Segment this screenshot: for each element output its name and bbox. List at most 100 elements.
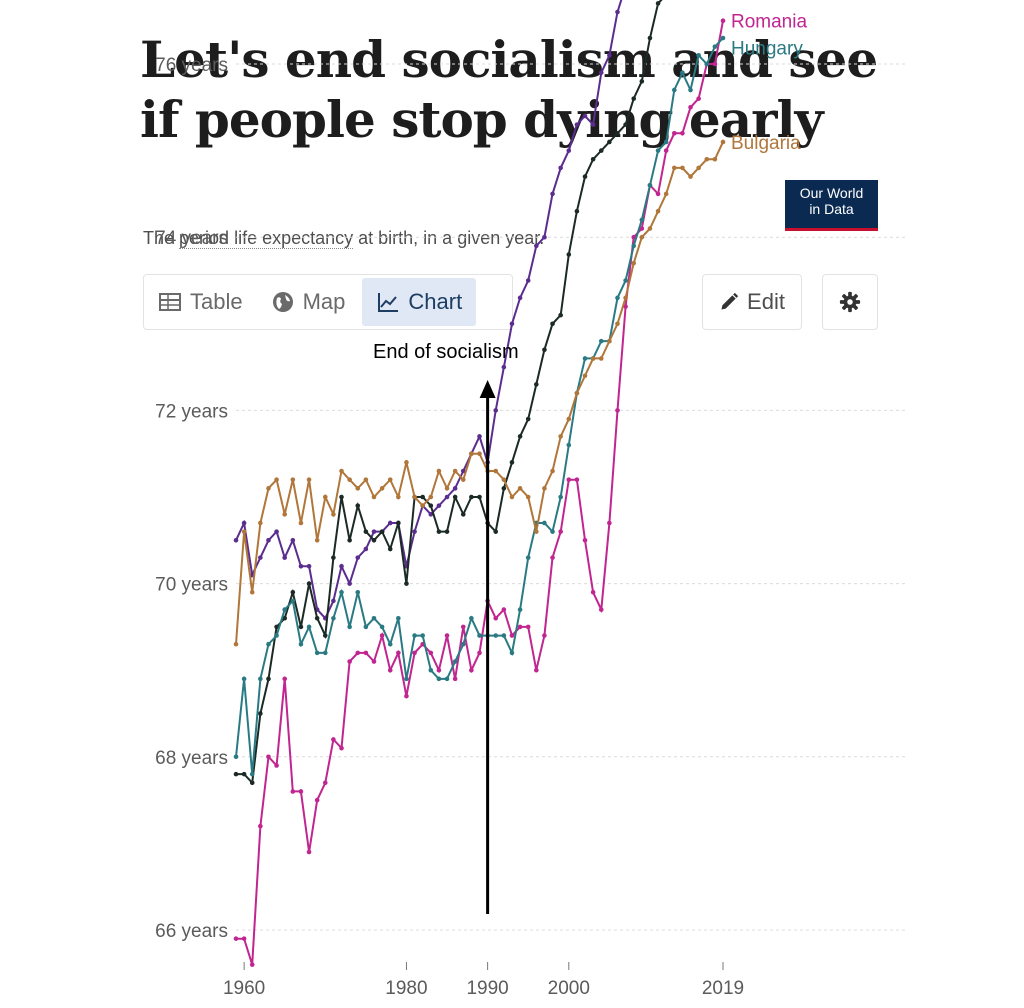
subtitle-pre: The bbox=[143, 228, 180, 248]
data-point bbox=[655, 208, 661, 214]
data-point bbox=[590, 156, 596, 162]
settings-button[interactable] bbox=[822, 274, 878, 330]
data-point bbox=[704, 156, 710, 162]
data-point bbox=[647, 35, 653, 41]
data-point bbox=[258, 676, 263, 682]
data-point bbox=[258, 555, 263, 560]
data-point bbox=[493, 633, 499, 638]
y-tick-label: 68 years bbox=[155, 748, 228, 769]
data-point bbox=[412, 494, 417, 500]
pencil-icon bbox=[721, 292, 739, 310]
data-point bbox=[469, 494, 474, 500]
data-point bbox=[282, 512, 288, 517]
data-point bbox=[371, 538, 377, 543]
data-point bbox=[460, 468, 466, 474]
data-point bbox=[387, 520, 393, 526]
data-point bbox=[525, 494, 531, 500]
data-point bbox=[396, 494, 401, 500]
data-point bbox=[331, 555, 336, 560]
headline-line-2: if people stop dying early bbox=[140, 90, 824, 149]
data-point bbox=[436, 503, 442, 508]
data-point bbox=[298, 563, 304, 569]
data-point bbox=[647, 226, 653, 231]
data-point bbox=[663, 148, 669, 153]
data-point bbox=[598, 338, 604, 344]
data-point bbox=[420, 633, 425, 638]
tab-chart[interactable]: Chart bbox=[362, 278, 477, 326]
data-point bbox=[501, 633, 507, 638]
headline: Let's end socialism and see if people st… bbox=[140, 30, 900, 150]
data-point bbox=[290, 598, 296, 604]
data-point bbox=[623, 122, 628, 127]
data-point bbox=[241, 529, 247, 534]
data-point bbox=[582, 356, 588, 361]
data-point bbox=[371, 615, 377, 621]
data-point bbox=[266, 486, 271, 491]
data-point bbox=[460, 512, 466, 517]
subtitle-definition-link[interactable]: period life expectancy bbox=[179, 228, 354, 249]
data-point bbox=[688, 87, 693, 93]
data-point bbox=[396, 650, 401, 656]
data-point bbox=[558, 434, 563, 439]
data-point bbox=[274, 477, 279, 482]
data-point bbox=[615, 321, 620, 327]
data-point bbox=[428, 512, 434, 517]
data-point bbox=[444, 633, 450, 638]
data-point bbox=[469, 667, 474, 673]
data-point bbox=[639, 217, 645, 223]
data-point bbox=[517, 486, 523, 491]
data-point bbox=[274, 529, 279, 534]
tab-map[interactable]: Map bbox=[257, 275, 360, 329]
data-point bbox=[598, 356, 604, 361]
data-point bbox=[639, 79, 645, 84]
data-point bbox=[306, 477, 312, 482]
data-point bbox=[233, 538, 239, 543]
data-point bbox=[607, 139, 612, 145]
data-point bbox=[542, 486, 547, 491]
data-point bbox=[477, 451, 482, 457]
data-point bbox=[314, 615, 320, 621]
data-point bbox=[598, 607, 604, 612]
series-poland bbox=[233, 0, 663, 786]
data-point bbox=[574, 122, 580, 127]
data-point bbox=[282, 555, 288, 560]
subtitle-post: at birth, in a given year. bbox=[353, 228, 545, 248]
data-point bbox=[509, 321, 515, 327]
data-point bbox=[607, 53, 612, 58]
data-point bbox=[258, 520, 263, 526]
tab-table[interactable]: Table bbox=[144, 275, 257, 329]
data-point bbox=[363, 546, 369, 552]
data-point bbox=[501, 486, 507, 491]
data-point bbox=[623, 278, 628, 283]
data-point bbox=[607, 338, 612, 344]
data-point bbox=[274, 633, 279, 638]
data-point bbox=[290, 789, 296, 794]
data-point bbox=[720, 35, 726, 41]
data-point bbox=[720, 18, 726, 24]
data-point bbox=[558, 165, 563, 171]
view-tabs: Table Map Chart bbox=[143, 274, 513, 330]
data-point bbox=[509, 494, 515, 500]
data-point bbox=[347, 477, 352, 482]
data-point bbox=[387, 667, 393, 673]
data-point bbox=[542, 347, 547, 353]
data-point bbox=[428, 503, 434, 508]
data-point bbox=[631, 260, 637, 266]
tab-map-label: Map bbox=[302, 289, 346, 314]
data-point bbox=[493, 529, 499, 534]
line-chart-icon bbox=[378, 293, 399, 312]
data-point bbox=[428, 650, 434, 656]
owid-logo[interactable]: Our World in Data bbox=[785, 180, 878, 231]
data-point bbox=[322, 780, 328, 786]
data-point bbox=[241, 676, 247, 682]
data-point bbox=[501, 364, 507, 370]
data-point bbox=[631, 243, 637, 249]
data-point bbox=[566, 252, 572, 257]
data-point bbox=[712, 156, 718, 162]
data-point bbox=[371, 659, 377, 664]
data-point bbox=[249, 771, 255, 777]
data-point bbox=[534, 529, 539, 534]
edit-button[interactable]: Edit bbox=[702, 274, 802, 330]
data-point bbox=[558, 312, 563, 318]
data-point bbox=[525, 624, 531, 630]
